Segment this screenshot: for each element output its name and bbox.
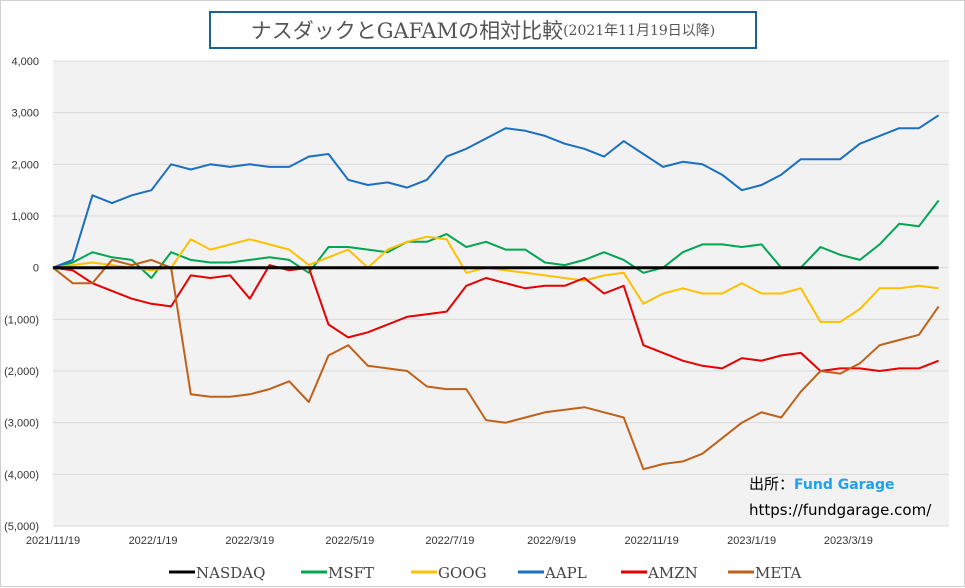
series-lines: [52, 114, 940, 471]
y-tick-label: 4,000: [11, 56, 39, 68]
x-tick-label: 2022/1/19: [129, 535, 178, 547]
x-tick-label: 2022/5/19: [325, 535, 374, 547]
plot-area: [53, 61, 949, 526]
y-tick-label: 0: [33, 263, 39, 275]
y-tick-label: (1,000): [4, 314, 39, 326]
y-tick-label: (2,000): [4, 366, 39, 378]
x-tick-label: 2022/7/19: [425, 535, 474, 547]
series-line-aapl: [52, 114, 940, 269]
legend-label-nasdaq: NASDAQ: [196, 564, 265, 582]
chart-title: ナスダックとGAFAMの相対比較: [250, 19, 564, 43]
chart-title-box: ナスダックとGAFAMの相対比較 (2021年11月19日以降): [209, 11, 757, 49]
y-tick-label: 1,000: [11, 211, 39, 223]
x-tick-label: 2022/11/19: [624, 535, 678, 547]
x-tick-label: 2023/3/19: [824, 535, 873, 547]
y-tick-label: (4,000): [4, 469, 39, 481]
source-brand: Fund Garage: [794, 477, 895, 493]
gridlines: [53, 60, 949, 527]
x-tick-label: 2022/3/19: [225, 535, 274, 547]
x-tick-label: 2021/11/19: [26, 535, 80, 547]
y-tick-label: (5,000): [4, 521, 39, 533]
y-tick-label: 3,000: [11, 108, 39, 120]
legend-label-msft: MSFT: [328, 564, 374, 582]
x-tick-label: 2023/1/19: [727, 535, 776, 547]
legend-label-meta: META: [755, 564, 801, 582]
legend-label-aapl: AAPL: [544, 564, 587, 582]
y-tick-label: (3,000): [4, 418, 39, 430]
y-tick-label: 2,000: [11, 159, 39, 171]
y-axis-ticks: 4,000 3,000 2,000 1,000 0 (1,000) (2,000) (3,00…: [4, 56, 39, 533]
source-label: 出所：: [749, 475, 795, 493]
x-axis-ticks: 2021/11/19 2022/1/19 2022/3/19 2022/5/19 202…: [26, 535, 873, 547]
legend-label-amzn: AMZN: [647, 564, 698, 582]
legend-label-goog: GOOG: [438, 564, 487, 582]
x-tick-label: 2022/9/19: [527, 535, 576, 547]
legend: NASDAQ MSFT GOOG AAPL AMZN META: [169, 564, 801, 582]
source-url: https://fundgarage.com/: [749, 501, 932, 519]
source-annotation: 出所：Fund Garage: [749, 473, 895, 494]
chart-subtitle: (2021年11月19日以降): [563, 23, 716, 39]
series-line-meta: [52, 258, 940, 471]
series-line-amzn: [52, 264, 939, 372]
